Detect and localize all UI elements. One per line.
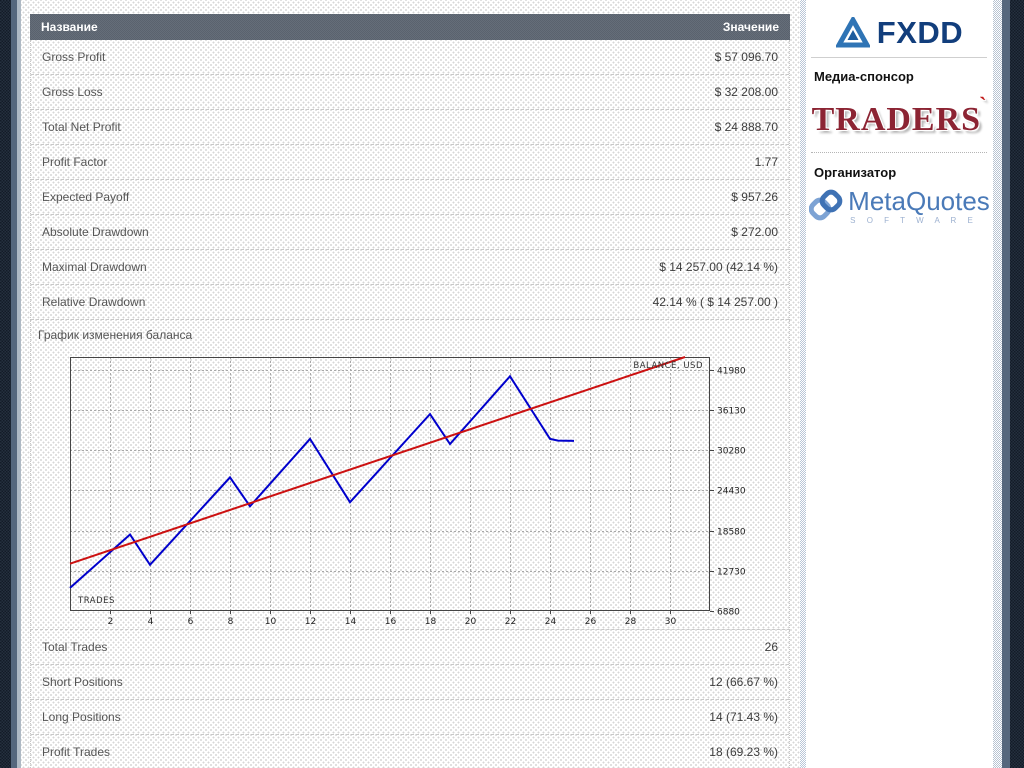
svg-text:36130: 36130: [717, 407, 746, 417]
table-row: Short Positions 12 (66.67 %): [31, 665, 789, 700]
report-column: Название Значение Gross Profit $ 57 096.7…: [21, 0, 800, 768]
svg-text:18: 18: [425, 617, 437, 627]
stats-table-top: Gross Profit $ 57 096.70 Gross Loss $ 32 20…: [30, 40, 790, 320]
table-row: Total Trades 26: [31, 630, 789, 665]
row-label: Absolute Drawdown: [42, 225, 149, 239]
table-row: Gross Loss $ 32 208.00: [31, 75, 789, 110]
svg-text:22: 22: [505, 617, 516, 627]
table-row: Relative Drawdown 42.14 % ( $ 14 257.00 ): [31, 285, 789, 320]
row-value: $ 24 888.70: [714, 120, 778, 134]
table-row: Total Net Profit $ 24 888.70: [31, 110, 789, 145]
row-label: Total Net Profit: [42, 120, 121, 134]
trend-line: [69, 356, 686, 565]
column-header-value: Значение: [722, 20, 779, 34]
svg-text:12: 12: [305, 617, 316, 627]
sponsor-sidebar: FXDD Медиа-спонсор TRADERS` Организатор …: [806, 0, 993, 768]
table-header: Название Значение: [30, 14, 790, 40]
svg-text:24430: 24430: [717, 487, 746, 497]
row-value: $ 957.26: [731, 190, 778, 204]
svg-text:16: 16: [385, 617, 397, 627]
svg-text:28: 28: [625, 617, 637, 627]
left-edge-band-light: [17, 0, 21, 768]
row-value: 1.77: [754, 155, 778, 169]
balance-chart: 2 4 6 8 10 12 14 16 18 20 22 24 26 28 3068801273018580…: [69, 356, 746, 627]
svg-text:26: 26: [585, 617, 597, 627]
fxdd-logo[interactable]: FXDD: [806, 12, 993, 54]
svg-text:18580: 18580: [717, 528, 746, 538]
table-row: Gross Profit $ 57 096.70: [31, 40, 789, 75]
metaquotes-software-text: S O F T W A R E: [850, 216, 978, 225]
row-label: Profit Trades: [42, 745, 111, 759]
svg-text:6: 6: [188, 617, 194, 627]
traders-accent-icon: `: [979, 92, 988, 117]
stats-table-bottom: Total Trades 26 Short Positions 12 (66.67 %…: [30, 630, 790, 768]
metaquotes-logo[interactable]: MetaQuotes S O F T W A R E: [806, 188, 993, 225]
table-row: Absolute Drawdown $ 272.00: [31, 215, 789, 250]
left-edge-band: [11, 0, 17, 768]
row-label: Maximal Drawdown: [42, 260, 147, 274]
row-value: 12 (66.67 %): [709, 675, 778, 689]
sidebar-divider-dotted: [811, 152, 987, 153]
svg-text:8: 8: [228, 617, 234, 627]
fxdd-logo-text: FXDD: [876, 15, 964, 50]
metaquotes-logo-text: MetaQuotes: [848, 186, 990, 216]
content-sidebar-divider: [800, 0, 806, 768]
row-value: 14 (71.43 %): [709, 710, 778, 724]
row-value: 18 (69.23 %): [709, 745, 778, 759]
row-label: Gross Profit: [42, 50, 106, 64]
right-edge-band: [1002, 0, 1010, 768]
organizer-heading: Организатор: [814, 165, 897, 180]
svg-text:2: 2: [108, 617, 114, 627]
svg-text:20: 20: [465, 617, 477, 627]
svg-text:12730: 12730: [717, 568, 746, 578]
right-edge-band-light: [993, 0, 1002, 768]
metaquotes-wordmark: MetaQuotes S O F T W A R E: [848, 188, 990, 225]
sidebar-divider: [811, 57, 987, 58]
column-header-name: Название: [41, 20, 98, 34]
chart-legend-label: BALANCE, USD: [633, 361, 703, 371]
metaquotes-links-icon: [809, 189, 843, 221]
svg-text:10: 10: [265, 617, 277, 627]
table-row: Expected Payoff $ 957.26: [31, 180, 789, 215]
balance-line: [69, 374, 575, 589]
chart-title: График изменения баланса: [38, 328, 193, 342]
svg-text:4: 4: [148, 617, 154, 627]
row-value: $ 272.00: [731, 225, 778, 239]
row-value: $ 14 257.00 (42.14 %): [659, 260, 778, 274]
row-label: Short Positions: [42, 675, 123, 689]
fxdd-triangle-icon: [835, 17, 870, 48]
page-body: Название Значение Gross Profit $ 57 096.7…: [21, 0, 993, 768]
row-value: $ 57 096.70: [714, 50, 778, 64]
row-label: Expected Payoff: [42, 190, 130, 204]
svg-text:14: 14: [345, 617, 357, 627]
row-value: 42.14 % ( $ 14 257.00 ): [652, 295, 778, 309]
table-row: Profit Factor 1.77: [31, 145, 789, 180]
svg-text:41980: 41980: [717, 367, 746, 377]
table-row: Long Positions 14 (71.43 %): [31, 700, 789, 735]
svg-text:30280: 30280: [717, 447, 746, 457]
row-label: Relative Drawdown: [42, 295, 146, 309]
media-sponsor-heading: Медиа-спонсор: [814, 69, 914, 84]
row-label: Gross Loss: [42, 85, 103, 99]
traders-logo[interactable]: TRADERS`: [806, 92, 993, 139]
row-value: 26: [764, 640, 778, 654]
row-label: Profit Factor: [42, 155, 108, 169]
row-label: Total Trades: [42, 640, 108, 654]
svg-text:24: 24: [545, 617, 557, 627]
svg-text:6880: 6880: [717, 608, 740, 618]
table-row: Profit Trades 18 (69.23 %): [31, 735, 789, 768]
traders-logo-text: TRADERS: [811, 101, 982, 138]
table-row: Maximal Drawdown $ 14 257.00 (42.14 %): [31, 250, 789, 285]
row-label: Long Positions: [42, 710, 121, 724]
chart-section: [30, 320, 790, 630]
svg-text:30: 30: [665, 617, 677, 627]
row-value: $ 32 208.00: [714, 85, 778, 99]
chart-x-axis-label: TRADES: [77, 596, 115, 606]
